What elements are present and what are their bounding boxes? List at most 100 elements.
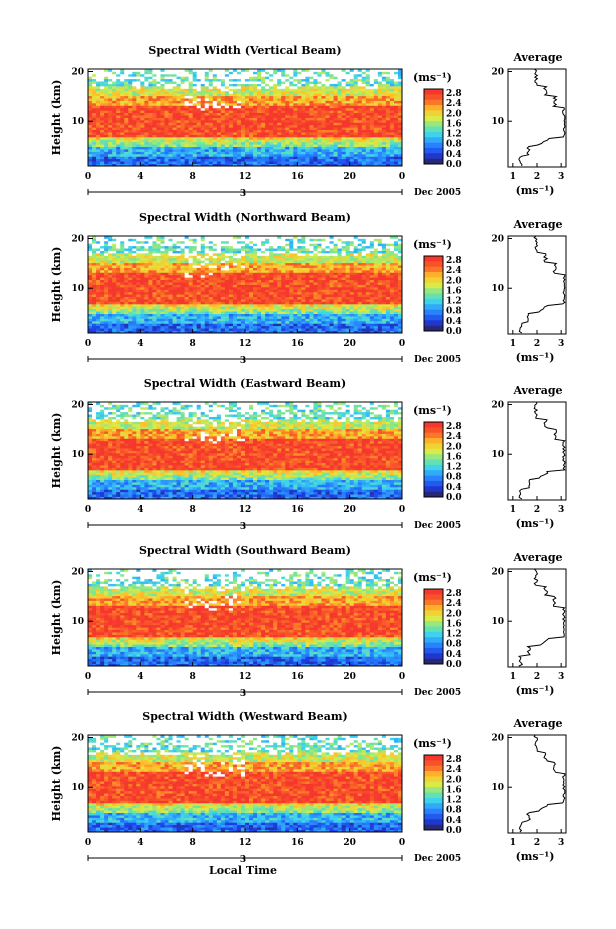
heatmap-cell xyxy=(241,86,245,89)
heatmap-cell xyxy=(374,151,378,154)
heatmap-cell xyxy=(326,282,330,285)
heatmap-cell xyxy=(132,292,136,295)
heatmap-cell xyxy=(277,81,281,84)
heatmap-cell xyxy=(132,149,136,152)
heatmap-cell xyxy=(136,289,140,292)
heatmap-cell xyxy=(366,151,370,154)
heatmap-cell xyxy=(370,294,374,297)
heatmap-cell xyxy=(160,125,164,128)
heatmap-cell xyxy=(269,115,273,118)
heatmap-cell xyxy=(189,113,193,116)
heatmap-cell xyxy=(205,113,209,116)
heatmap-cell xyxy=(209,127,213,130)
heatmap-cell xyxy=(321,132,325,135)
heatmap-cell xyxy=(205,122,209,125)
heatmap-cell xyxy=(249,91,253,94)
heatmap-cell xyxy=(100,154,104,157)
heatmap-cell xyxy=(136,139,140,142)
heatmap-cell xyxy=(297,326,301,329)
heatmap-cell xyxy=(205,125,209,128)
heatmap-cell xyxy=(156,328,160,331)
heatmap-cell xyxy=(144,115,148,118)
heatmap-cell xyxy=(189,280,193,283)
heatmap-cell xyxy=(217,280,221,283)
heatmap-cell xyxy=(148,132,152,135)
heatmap-cell xyxy=(301,321,305,324)
heatmap-cell xyxy=(144,93,148,96)
heatmap-cell xyxy=(253,301,257,304)
heatmap-cell xyxy=(124,91,128,94)
heatmap-cell xyxy=(140,125,144,128)
heatmap-cell xyxy=(386,137,390,140)
heatmap-cell xyxy=(277,304,281,307)
heatmap-cell xyxy=(342,287,346,290)
heatmap-cell xyxy=(217,84,221,87)
heatmap-cell xyxy=(201,96,205,99)
heatmap-cell xyxy=(92,93,96,96)
heatmap-cell xyxy=(193,282,197,285)
heatmap-cell xyxy=(382,115,386,118)
heatmap-cell xyxy=(346,323,350,326)
heatmap-cell xyxy=(120,103,124,106)
heatmap-cell xyxy=(181,127,185,130)
heatmap-cell xyxy=(326,103,330,106)
heatmap-cell xyxy=(378,71,382,74)
heatmap-cell xyxy=(152,79,156,82)
heatmap-cell xyxy=(164,93,168,96)
heatmap-cell xyxy=(128,132,132,135)
heatmap-cell xyxy=(205,108,209,111)
heatmap-cell xyxy=(140,98,144,101)
heatmap-cell xyxy=(309,144,313,147)
heatmap-cell xyxy=(205,314,209,317)
heatmap-cell xyxy=(362,101,366,104)
heatmap-cell xyxy=(128,84,132,87)
heatmap-cell xyxy=(112,311,116,314)
heatmap-cell xyxy=(217,101,221,104)
heatmap-cell xyxy=(241,130,245,133)
heatmap-cell xyxy=(390,105,394,108)
heatmap-cell xyxy=(253,96,257,99)
heatmap-cell xyxy=(112,326,116,329)
heatmap-cell xyxy=(350,280,354,283)
heatmap-cell xyxy=(346,301,350,304)
colorbar-tick: 1.6 xyxy=(446,119,462,129)
heatmap-cell xyxy=(108,321,112,324)
heatmap-cell xyxy=(309,125,313,128)
heatmap-cell xyxy=(132,76,136,79)
heatmap-cell xyxy=(370,130,374,133)
heatmap-cell xyxy=(285,151,289,154)
heatmap-cell xyxy=(382,277,386,280)
heatmap-cell xyxy=(350,137,354,140)
heatmap-cell xyxy=(201,280,205,283)
heatmap-cell xyxy=(173,318,177,321)
heatmap-cell xyxy=(342,81,346,84)
heatmap-cell xyxy=(390,149,394,152)
heatmap-cell xyxy=(233,314,237,317)
heatmap-cell xyxy=(164,318,168,321)
heatmap-cell xyxy=(221,79,225,82)
heatmap-cell xyxy=(253,81,257,84)
heatmap-cell xyxy=(213,103,217,106)
heatmap-cell xyxy=(326,285,330,288)
heatmap-cell xyxy=(173,154,177,157)
heatmap-cell xyxy=(132,161,136,164)
heatmap-cell xyxy=(148,74,152,77)
heatmap-cell xyxy=(140,134,144,137)
heatmap-cell xyxy=(253,134,257,137)
avg-x-tick-label: 1 xyxy=(510,172,516,182)
heatmap-cell xyxy=(185,115,189,118)
heatmap-cell xyxy=(104,91,108,94)
heatmap-cell xyxy=(116,309,120,312)
heatmap-cell xyxy=(277,93,281,96)
heatmap-cell xyxy=(289,309,293,312)
heatmap-cell xyxy=(326,137,330,140)
heatmap-cell xyxy=(233,127,237,130)
heatmap-cell xyxy=(317,289,321,292)
heatmap-cell xyxy=(132,289,136,292)
heatmap-cell xyxy=(108,132,112,135)
heatmap-cell xyxy=(273,149,277,152)
heatmap-cell xyxy=(321,323,325,326)
heatmap-cell xyxy=(293,71,297,74)
heatmap-cell xyxy=(249,154,253,157)
heatmap-cell xyxy=(140,149,144,152)
